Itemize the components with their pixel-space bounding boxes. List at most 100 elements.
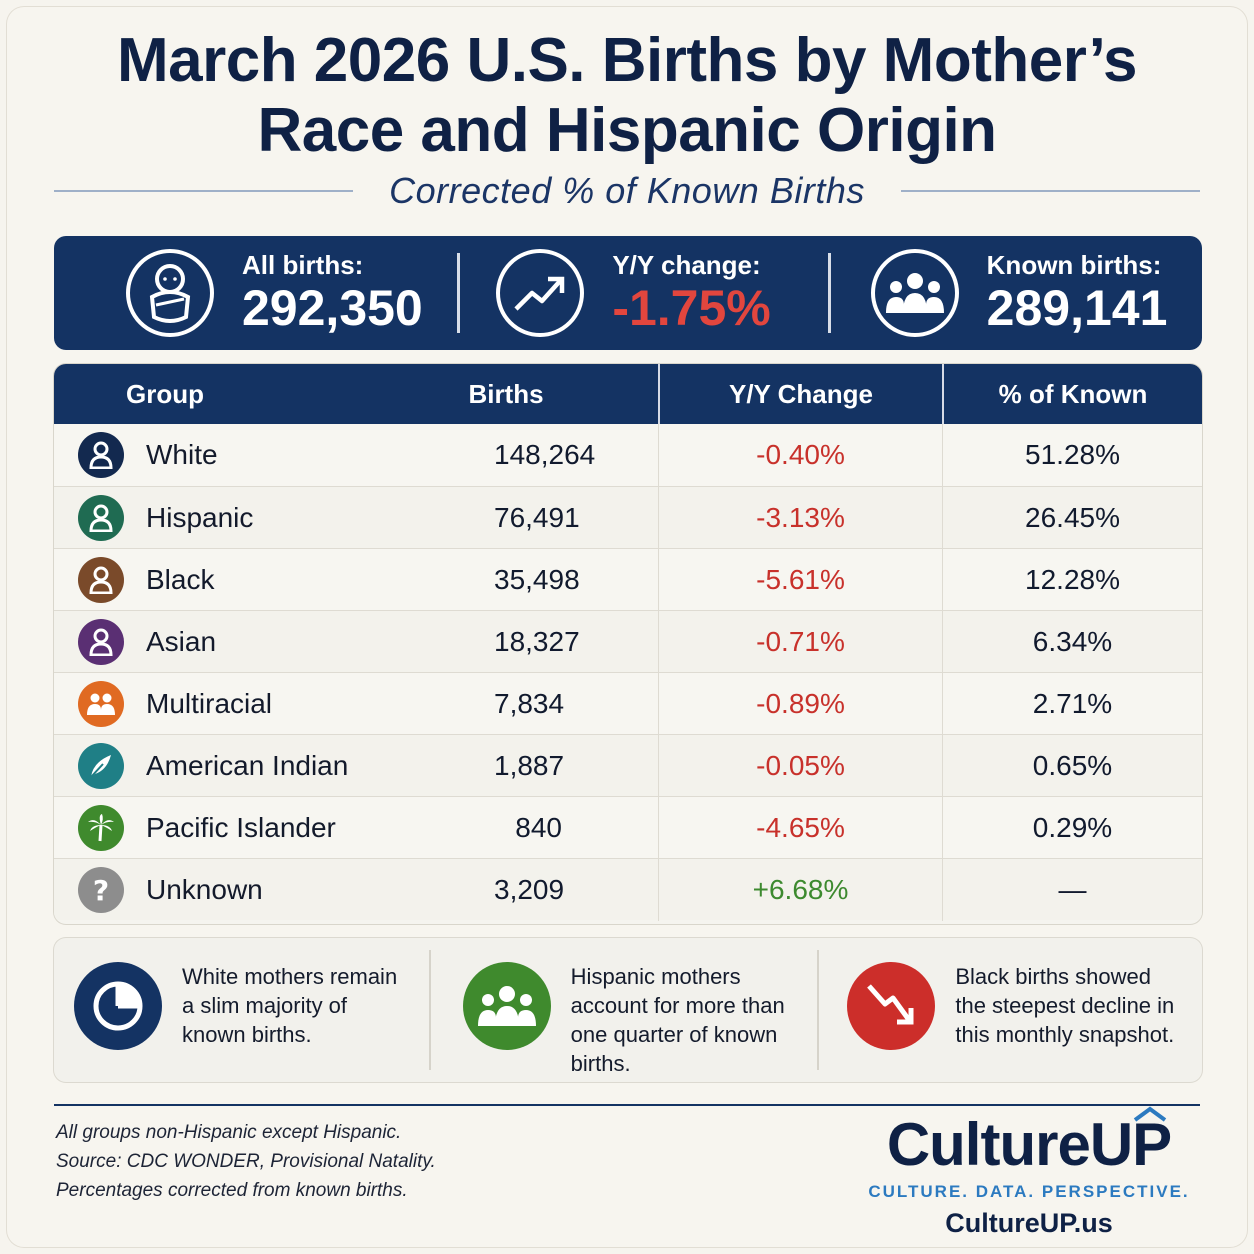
group-label: White	[146, 439, 218, 470]
trend-down-icon	[847, 962, 936, 1050]
cell-pct: —	[942, 858, 1202, 921]
footer-rule	[54, 1104, 1200, 1106]
cell-yoy: +6.68%	[658, 858, 942, 921]
cell-births: 35,498	[354, 549, 658, 611]
stat-value: 289,141	[986, 280, 1168, 336]
cell-yoy: -5.61%	[658, 548, 942, 611]
brand-logo: CultureUP	[886, 1106, 1172, 1178]
footnotes: All groups non-Hispanic except Hispanic.…	[56, 1118, 436, 1205]
multi-person-icon	[78, 680, 124, 727]
pie-chart-icon	[74, 962, 162, 1050]
subtitle-rule-left	[54, 190, 354, 192]
table-row: Black 35,498 -5.61% 12.28%	[54, 548, 1202, 611]
stat-label: All births:	[242, 250, 364, 280]
table-row: White 148,264 -0.40% 51.28%	[54, 424, 1202, 486]
question-icon: ?	[78, 866, 124, 913]
cell-group: Black	[54, 556, 354, 603]
cell-group: Multiracial	[54, 680, 354, 727]
brand-tagline: CULTURE. DATA. PERSPECTIVE.	[868, 1182, 1190, 1201]
births-value: 35,498	[494, 563, 580, 595]
cell-yoy: -0.40%	[658, 424, 942, 486]
cell-pct: 0.65%	[942, 734, 1202, 797]
cell-pct: 26.45%	[942, 486, 1202, 549]
group-label: Pacific Islander	[146, 811, 336, 843]
cell-yoy: -0.71%	[658, 610, 942, 673]
births-value: 840	[515, 811, 562, 843]
cell-births: 3,209	[354, 859, 658, 921]
title-line-2: Race and Hispanic Origin	[257, 96, 997, 165]
births-value: 76,491	[494, 501, 580, 533]
cell-group: American Indian	[54, 742, 354, 789]
group-label: Black	[146, 563, 215, 595]
stat-label: Known births:	[986, 250, 1162, 280]
cell-births: 18,327	[354, 611, 658, 673]
cell-group: White	[54, 432, 354, 478]
person-icon	[78, 432, 124, 478]
trend-up-icon	[496, 249, 585, 337]
group-label: Asian	[146, 625, 217, 657]
group-label: Hispanic	[146, 501, 254, 533]
chevron-up-icon	[1133, 1106, 1167, 1122]
column-header-births: Births	[468, 379, 544, 409]
group-label: Multiracial	[146, 687, 273, 719]
group-label: American Indian	[146, 749, 349, 781]
footnote: All groups non-Hispanic except Hispanic.	[56, 1122, 402, 1143]
table-row: Asian 18,327 -0.71% 6.34%	[54, 610, 1202, 673]
column-header-yoy: Y/Y Change	[658, 364, 942, 424]
group-icon	[870, 249, 959, 337]
svg-text:?: ?	[93, 875, 109, 905]
palm-tree-icon	[78, 804, 124, 851]
table-body: White 148,264 -0.40% 51.28% Hispanic 76,491 -3…	[54, 424, 1202, 921]
cell-births: 1,887	[354, 735, 658, 797]
stat-divider	[827, 253, 831, 333]
cell-births: 840	[354, 797, 658, 859]
person-icon	[78, 618, 124, 665]
cell-yoy: -4.65%	[658, 796, 942, 859]
brand-name-part2: UP	[1089, 1111, 1172, 1178]
insight-text: Black births showed the steepest decline…	[955, 964, 1175, 1047]
subtitle: Corrected % of Known Births	[389, 170, 865, 211]
cell-pct: 0.29%	[942, 796, 1202, 859]
brand-name-part1: Culture	[886, 1111, 1091, 1178]
feather-icon	[78, 742, 124, 789]
table-row: ? Unknown 3,209 +6.68% —	[54, 858, 1202, 921]
cell-pct: 2.71%	[942, 672, 1202, 735]
cell-births: 76,491	[354, 487, 658, 549]
insight-hispanic-quarter: Hispanic mothers account for more than o…	[431, 950, 818, 1076]
births-value: 18,327	[494, 625, 580, 657]
table-row: Multiracial 7,834 -0.89% 2.71%	[54, 672, 1202, 735]
cell-pct: 51.28%	[942, 424, 1202, 486]
column-header-group: Group	[126, 378, 204, 409]
baby-icon	[126, 249, 214, 337]
table-row: American Indian 1,887 -0.05% 0.65%	[54, 734, 1202, 797]
cell-births: 148,264	[354, 424, 658, 486]
person-icon	[78, 556, 124, 603]
births-value: 148,264	[494, 439, 596, 470]
stat-known-births: Known births: 289,141	[831, 236, 1202, 350]
insight-text: Hispanic mothers account for more than o…	[570, 964, 785, 1076]
insight-white-majority: White mothers remain a slim majority of …	[54, 950, 429, 1070]
cell-yoy: -3.13%	[658, 486, 942, 549]
insights-panel: White mothers remain a slim majority of …	[54, 938, 1202, 1082]
cell-group: Hispanic	[54, 494, 354, 541]
stat-label: Y/Y change:	[612, 250, 761, 280]
births-value: 7,834	[494, 687, 565, 719]
cell-births: 7,834	[354, 673, 658, 735]
stat-yoy-change: Y/Y change: -1.75%	[460, 236, 827, 350]
subtitle-rule-right	[900, 190, 1201, 192]
cell-pct: 12.28%	[942, 548, 1202, 611]
insight-black-decline: Black births showed the steepest decline…	[819, 950, 1202, 1070]
cell-group: ? Unknown	[54, 866, 354, 913]
cell-yoy: -0.05%	[658, 734, 942, 797]
births-value: 3,209	[494, 873, 565, 905]
brand-url[interactable]: CultureUP.us	[945, 1208, 1113, 1238]
stat-value: 292,350	[242, 280, 423, 336]
cell-group: Pacific Islander	[54, 804, 354, 851]
brand-block: CultureUP CULTURE. DATA. PERSPECTIVE. Cu…	[864, 1106, 1194, 1239]
footnote: Source: CDC WONDER, Provisional Natality…	[56, 1151, 436, 1172]
group-label: Unknown	[146, 873, 263, 905]
group-icon	[462, 962, 551, 1050]
births-table: Group Births Y/Y Change % of Known White…	[54, 364, 1202, 924]
summary-stats-bar: All births: 292,350 Y/Y change: -1.75%	[54, 236, 1202, 350]
insight-text: White mothers remain a slim majority of …	[182, 964, 398, 1047]
